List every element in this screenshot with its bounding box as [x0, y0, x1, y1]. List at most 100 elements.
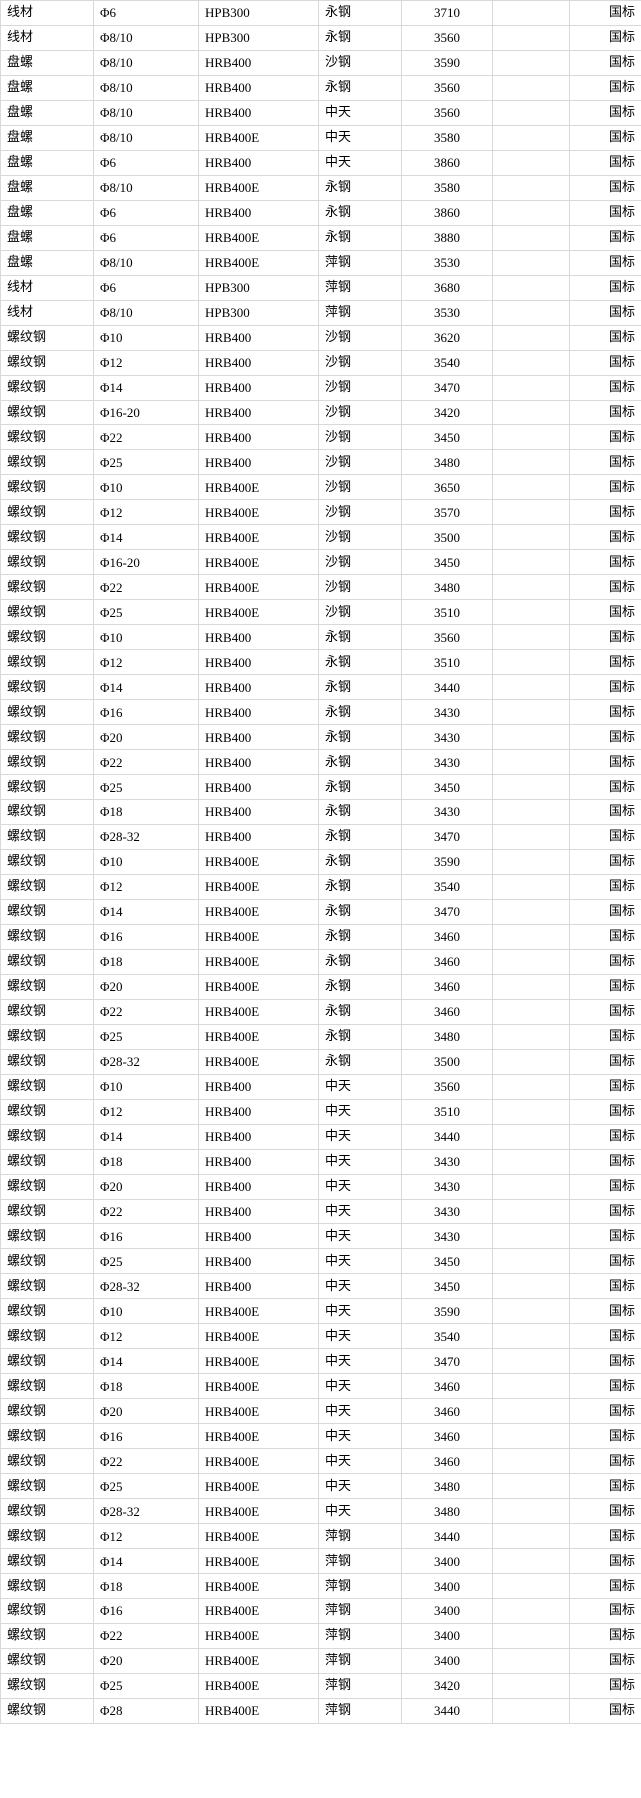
table-row[interactable]: 螺纹钢 Φ20 HRB400E 中天 3460 国标	[0, 1398, 641, 1425]
table-row[interactable]: 螺纹钢 Φ28-32 HRB400 永钢 3470 国标	[0, 824, 641, 850]
table-row[interactable]: 螺纹钢 Φ20 HRB400 中天 3430 国标	[0, 1174, 641, 1200]
table-row[interactable]: 螺纹钢 Φ20 HRB400E 永钢 3460 国标	[0, 974, 641, 1000]
table-row[interactable]: 螺纹钢 Φ14 HRB400E 萍钢 3400 国标	[0, 1548, 641, 1575]
table-row[interactable]: 螺纹钢 Φ12 HRB400E 中天 3540 国标	[0, 1323, 641, 1350]
table-row[interactable]: 盘螺 Φ8/10 HRB400 沙钢 3590 国标	[0, 50, 641, 76]
table-row[interactable]: 螺纹钢 Φ22 HRB400 中天 3430 国标	[0, 1199, 641, 1225]
table-row[interactable]: 螺纹钢 Φ25 HRB400E 中天 3480 国标	[0, 1473, 641, 1500]
table-row[interactable]: 盘螺 Φ6 HRB400 中天 3860 国标	[0, 150, 641, 176]
table-row[interactable]: 螺纹钢 Φ28-32 HRB400E 中天 3480 国标	[0, 1498, 641, 1525]
table-row[interactable]: 螺纹钢 Φ16 HRB400E 萍钢 3400 国标	[0, 1598, 641, 1624]
table-row[interactable]: 螺纹钢 Φ12 HRB400E 沙钢 3570 国标	[0, 499, 641, 526]
table-row[interactable]: 螺纹钢 Φ18 HRB400 永钢 3430 国标	[0, 799, 641, 825]
table-row[interactable]: 盘螺 Φ6 HRB400 永钢 3860 国标	[0, 200, 641, 226]
cell-material: HRB400	[198, 824, 319, 850]
table-row[interactable]: 螺纹钢 Φ25 HRB400 沙钢 3480 国标	[0, 449, 641, 476]
table-row[interactable]: 螺纹钢 Φ22 HRB400E 永钢 3460 国标	[0, 999, 641, 1025]
table-row[interactable]: 盘螺 Φ8/10 HRB400E 中天 3580 国标	[0, 125, 641, 151]
table-row[interactable]: 螺纹钢 Φ10 HRB400 沙钢 3620 国标	[0, 325, 641, 351]
cell-product: 螺纹钢	[0, 1623, 94, 1649]
cell-blank	[492, 549, 570, 576]
table-row[interactable]: 螺纹钢 Φ18 HRB400 中天 3430 国标	[0, 1149, 641, 1175]
table-row[interactable]: 螺纹钢 Φ14 HRB400E 永钢 3470 国标	[0, 899, 641, 925]
cell-standard: 国标	[569, 1074, 641, 1100]
table-row[interactable]: 螺纹钢 Φ20 HRB400E 萍钢 3400 国标	[0, 1648, 641, 1674]
table-row[interactable]: 螺纹钢 Φ10 HRB400 永钢 3560 国标	[0, 624, 641, 651]
table-row[interactable]: 螺纹钢 Φ16 HRB400 永钢 3430 国标	[0, 699, 641, 726]
table-row[interactable]: 螺纹钢 Φ20 HRB400 永钢 3430 国标	[0, 724, 641, 751]
cell-spec: Φ22	[93, 424, 199, 451]
cell-blank	[492, 474, 570, 501]
table-row[interactable]: 螺纹钢 Φ14 HRB400 沙钢 3470 国标	[0, 375, 641, 401]
cell-standard: 国标	[569, 1298, 641, 1325]
cell-spec: Φ10	[93, 624, 199, 651]
table-row[interactable]: 螺纹钢 Φ18 HRB400E 萍钢 3400 国标	[0, 1573, 641, 1599]
cell-material: HRB400	[198, 749, 319, 776]
table-row[interactable]: 螺纹钢 Φ12 HRB400 沙钢 3540 国标	[0, 350, 641, 376]
table-row[interactable]: 螺纹钢 Φ22 HRB400E 萍钢 3400 国标	[0, 1623, 641, 1649]
table-row[interactable]: 螺纹钢 Φ10 HRB400 中天 3560 国标	[0, 1074, 641, 1100]
table-row[interactable]: 螺纹钢 Φ25 HRB400E 永钢 3480 国标	[0, 1024, 641, 1050]
table-row[interactable]: 螺纹钢 Φ18 HRB400E 中天 3460 国标	[0, 1373, 641, 1400]
table-row[interactable]: 螺纹钢 Φ25 HRB400E 萍钢 3420 国标	[0, 1673, 641, 1699]
table-row[interactable]: 盘螺 Φ8/10 HRB400 永钢 3560 国标	[0, 75, 641, 101]
table-row[interactable]: 盘螺 Φ6 HRB400E 永钢 3880 国标	[0, 225, 641, 251]
table-row[interactable]: 盘螺 Φ8/10 HRB400 中天 3560 国标	[0, 100, 641, 126]
table-row[interactable]: 线材 Φ6 HPB300 永钢 3710 国标	[0, 0, 641, 26]
table-row[interactable]: 螺纹钢 Φ12 HRB400E 萍钢 3440 国标	[0, 1523, 641, 1550]
table-row[interactable]: 螺纹钢 Φ14 HRB400E 中天 3470 国标	[0, 1348, 641, 1375]
table-row[interactable]: 盘螺 Φ8/10 HRB400E 永钢 3580 国标	[0, 175, 641, 201]
table-row[interactable]: 螺纹钢 Φ12 HRB400 永钢 3510 国标	[0, 649, 641, 676]
table-row[interactable]: 螺纹钢 Φ25 HRB400 中天 3450 国标	[0, 1248, 641, 1275]
table-row[interactable]: 螺纹钢 Φ22 HRB400E 沙钢 3480 国标	[0, 574, 641, 601]
cell-material: HRB400E	[198, 175, 319, 201]
table-row[interactable]: 螺纹钢 Φ14 HRB400E 沙钢 3500 国标	[0, 524, 641, 551]
cell-blank	[492, 774, 570, 800]
table-row[interactable]: 螺纹钢 Φ18 HRB400E 永钢 3460 国标	[0, 949, 641, 975]
cell-brand: 萍钢	[318, 300, 402, 326]
table-row[interactable]: 盘螺 Φ8/10 HRB400E 萍钢 3530 国标	[0, 250, 641, 276]
cell-product: 螺纹钢	[0, 1348, 94, 1375]
cell-material: HRB400E	[198, 1673, 319, 1699]
table-row[interactable]: 螺纹钢 Φ28 HRB400E 萍钢 3440 国标	[0, 1698, 641, 1724]
table-row[interactable]: 线材 Φ6 HPB300 萍钢 3680 国标	[0, 275, 641, 301]
cell-brand: 永钢	[318, 824, 402, 850]
table-row[interactable]: 螺纹钢 Φ22 HRB400 永钢 3430 国标	[0, 749, 641, 776]
table-row[interactable]: 线材 Φ8/10 HPB300 萍钢 3530 国标	[0, 300, 641, 326]
cell-spec: Φ22	[93, 999, 199, 1025]
cell-blank	[492, 1598, 570, 1624]
table-row[interactable]: 螺纹钢 Φ28-32 HRB400 中天 3450 国标	[0, 1273, 641, 1300]
cell-blank	[492, 899, 570, 925]
table-row[interactable]: 螺纹钢 Φ16-20 HRB400E 沙钢 3450 国标	[0, 549, 641, 576]
table-row[interactable]: 螺纹钢 Φ16 HRB400E 中天 3460 国标	[0, 1423, 641, 1450]
cell-brand: 中天	[318, 125, 402, 151]
cell-product: 螺纹钢	[0, 974, 94, 1000]
table-row[interactable]: 螺纹钢 Φ28-32 HRB400E 永钢 3500 国标	[0, 1049, 641, 1075]
table-row[interactable]: 螺纹钢 Φ16-20 HRB400 沙钢 3420 国标	[0, 400, 641, 426]
cell-spec: Φ8/10	[93, 50, 199, 76]
cell-price: 3680	[401, 275, 493, 301]
table-row[interactable]: 螺纹钢 Φ14 HRB400 中天 3440 国标	[0, 1124, 641, 1150]
table-row[interactable]: 线材 Φ8/10 HPB300 永钢 3560 国标	[0, 25, 641, 51]
cell-standard: 国标	[569, 275, 641, 301]
table-row[interactable]: 螺纹钢 Φ10 HRB400E 中天 3590 国标	[0, 1298, 641, 1325]
table-row[interactable]: 螺纹钢 Φ22 HRB400E 中天 3460 国标	[0, 1448, 641, 1475]
cell-brand: 永钢	[318, 874, 402, 900]
table-row[interactable]: 螺纹钢 Φ12 HRB400 中天 3510 国标	[0, 1099, 641, 1125]
cell-product: 螺纹钢	[0, 899, 94, 925]
cell-price: 3500	[401, 1049, 493, 1075]
table-row[interactable]: 螺纹钢 Φ12 HRB400E 永钢 3540 国标	[0, 874, 641, 900]
table-row[interactable]: 螺纹钢 Φ16 HRB400E 永钢 3460 国标	[0, 924, 641, 950]
table-row[interactable]: 螺纹钢 Φ25 HRB400 永钢 3450 国标	[0, 774, 641, 800]
table-row[interactable]: 螺纹钢 Φ25 HRB400E 沙钢 3510 国标	[0, 599, 641, 626]
cell-blank	[492, 1223, 570, 1250]
table-row[interactable]: 螺纹钢 Φ16 HRB400 中天 3430 国标	[0, 1223, 641, 1250]
table-row[interactable]: 螺纹钢 Φ10 HRB400E 永钢 3590 国标	[0, 849, 641, 875]
table-row[interactable]: 螺纹钢 Φ22 HRB400 沙钢 3450 国标	[0, 424, 641, 451]
table-row[interactable]: 螺纹钢 Φ14 HRB400 永钢 3440 国标	[0, 674, 641, 701]
cell-brand: 沙钢	[318, 50, 402, 76]
cell-material: HRB400E	[198, 474, 319, 501]
cell-product: 螺纹钢	[0, 1423, 94, 1450]
table-row[interactable]: 螺纹钢 Φ10 HRB400E 沙钢 3650 国标	[0, 474, 641, 501]
steel-price-table-body: 线材 Φ6 HPB300 永钢 3710 国标 线材 Φ8/10 HPB300 永钢 3560 国标盘…	[0, 0, 641, 1724]
